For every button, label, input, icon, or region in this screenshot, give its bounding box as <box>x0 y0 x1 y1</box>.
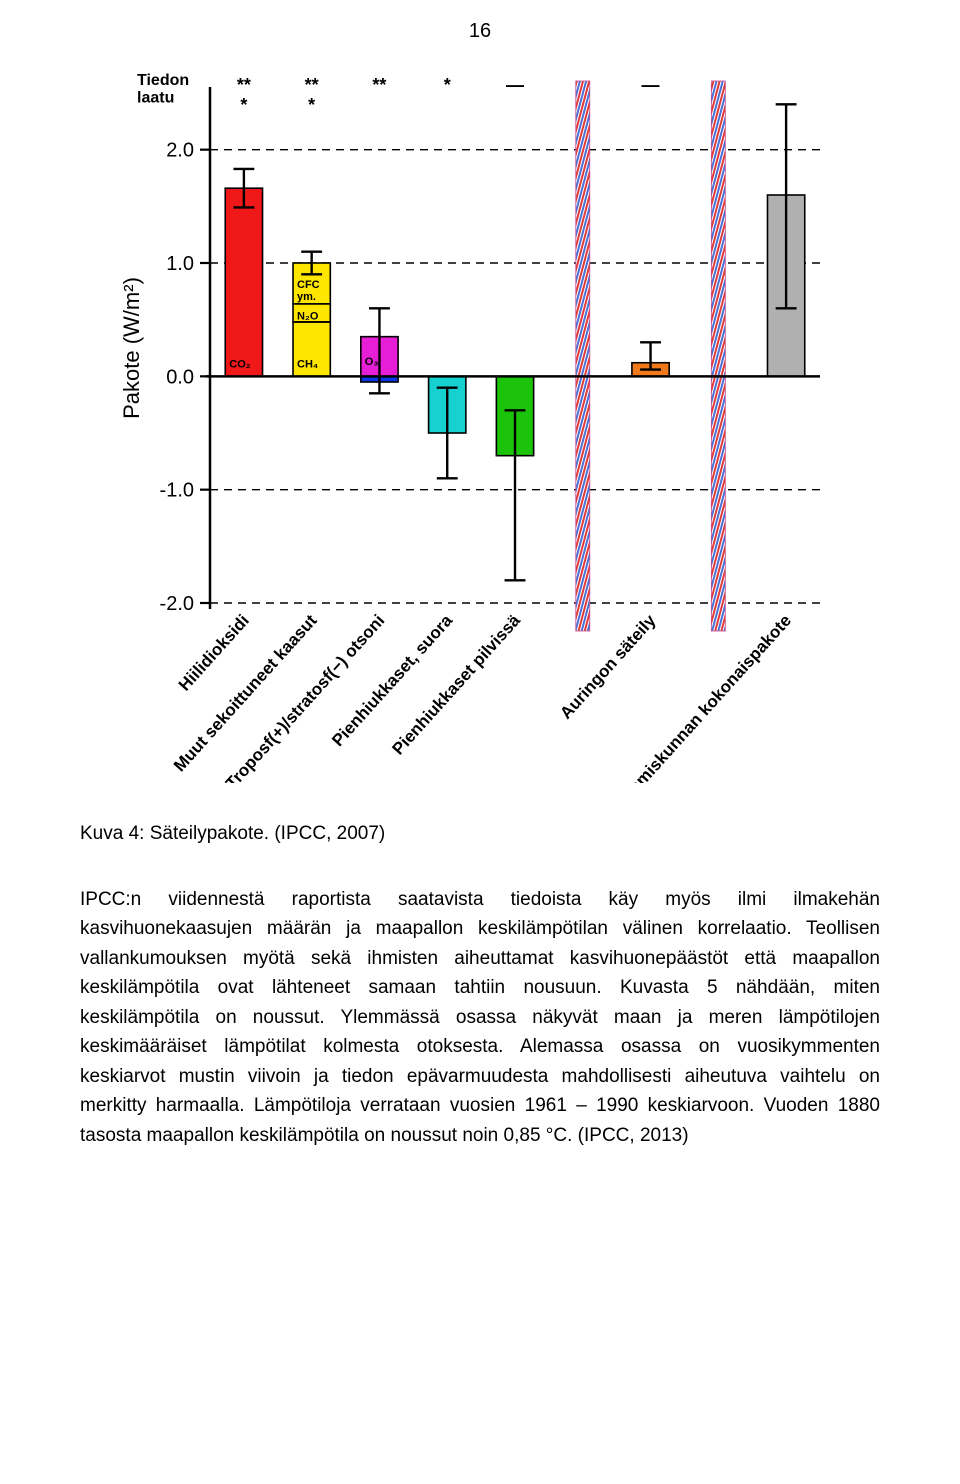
svg-text:-2.0: -2.0 <box>160 593 194 615</box>
document-page: 16 Tiedonlaatu***CO₂Hiilidioksidi***CH₄N… <box>0 0 960 1210</box>
svg-text:2.0: 2.0 <box>166 140 194 162</box>
chart-svg: Tiedonlaatu***CO₂Hiilidioksidi***CH₄N₂OC… <box>105 53 855 783</box>
svg-text:***: *** <box>237 75 251 115</box>
svg-text:*: * <box>444 75 451 95</box>
svg-text:0.0: 0.0 <box>166 366 194 388</box>
svg-text:1.0: 1.0 <box>166 253 194 275</box>
svg-text:Hiilidioksidi: Hiilidioksidi <box>175 611 253 695</box>
svg-text:Tiedonlaatu: Tiedonlaatu <box>137 72 189 107</box>
svg-text:CO₂: CO₂ <box>229 358 251 370</box>
svg-text:O₃: O₃ <box>365 356 379 368</box>
figure-caption: Kuva 4: Säteilypakote. (IPCC, 2007) <box>80 823 880 845</box>
svg-text:**: ** <box>372 75 386 95</box>
svg-text:CH₄: CH₄ <box>297 358 318 370</box>
svg-text:***: *** <box>305 75 319 115</box>
svg-text:-1.0: -1.0 <box>160 480 194 502</box>
radiative-forcing-chart: Tiedonlaatu***CO₂Hiilidioksidi***CH₄N₂OC… <box>105 53 855 783</box>
svg-text:Pakote (W/m²): Pakote (W/m²) <box>119 277 144 419</box>
svg-text:Pienhiukkaset pilvissä: Pienhiukkaset pilvissä <box>388 611 524 759</box>
svg-text:Auringon säteily: Auringon säteily <box>556 611 660 723</box>
svg-text:—: — <box>642 75 660 95</box>
page-number: 16 <box>80 0 880 53</box>
svg-text:Muut sekoittuneet kaasut: Muut sekoittuneet kaasut <box>170 611 321 776</box>
svg-text:N₂O: N₂O <box>297 311 319 323</box>
body-paragraph: IPCC:n viidennestä raportista saatavista… <box>80 885 880 1150</box>
svg-text:—: — <box>506 75 524 95</box>
svg-text:Pienhiukkaset, suora: Pienhiukkaset, suora <box>328 611 456 751</box>
